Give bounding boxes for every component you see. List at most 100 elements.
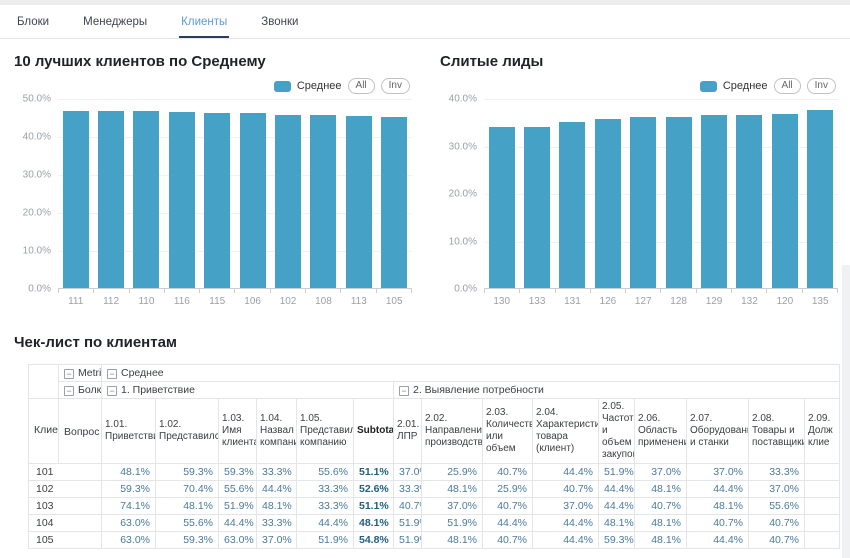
x-tick (375, 289, 377, 293)
gridline (484, 99, 838, 100)
value-cell: 74.1% (101, 497, 156, 515)
value-cell: 44.4% (686, 480, 749, 498)
y-axis: 0.0% 10.0% 20.0% 30.0% 40.0% 50.0% (12, 94, 58, 295)
value-cell: 54.8% (353, 531, 394, 549)
x-axis-labels: 130 133 131 126 127 128 129 132 120 135 (484, 296, 838, 307)
bar-108[interactable] (310, 115, 337, 288)
gridline (58, 251, 412, 252)
gridline (484, 241, 838, 243)
value-cell: 55.6% (218, 480, 257, 498)
x-category-label: 127 (634, 296, 652, 307)
collapse-icon[interactable]: − (107, 386, 117, 396)
value-cell: 25.9% (421, 463, 483, 481)
question-header-12: 2.06. Область применения (634, 398, 687, 464)
table-row-client-101: 10148.1%59.3%59.3%33.3%55.6%51.1%37.0%25… (28, 463, 841, 481)
value-cell: 40.7% (686, 514, 749, 532)
collapse-icon[interactable]: − (64, 369, 74, 379)
y-tick-label: 10.0% (448, 236, 477, 247)
value-cell: 33.3% (256, 463, 297, 481)
collapse-icon[interactable]: − (107, 369, 117, 379)
x-tick (519, 289, 521, 293)
y-tick-label: 30.0% (448, 141, 477, 152)
charts-row: 10 лучших клиентов по Среднему Среднее Al… (0, 39, 850, 307)
bars-group (58, 99, 412, 288)
value-cell: 51.9% (598, 463, 635, 481)
question-header-6: Subtotal (353, 398, 394, 464)
x-category-label: 105 (385, 296, 403, 307)
value-cell: 37.0% (634, 463, 687, 481)
collapse-icon[interactable]: − (399, 386, 409, 396)
bar-102[interactable] (275, 114, 302, 288)
table-row-client-103: 10374.1%48.1%51.9%48.1%33.3%51.1%40.7%37… (28, 497, 841, 515)
bar-112[interactable] (98, 110, 125, 288)
legend-button-inv[interactable]: Inv (806, 78, 836, 94)
legend-button-all[interactable]: All (773, 78, 801, 94)
gridline (58, 175, 412, 176)
bar-126[interactable] (594, 118, 621, 288)
value-cell: 40.7% (634, 497, 687, 515)
gridline (58, 137, 412, 138)
question-header-9: 2.03. Количество или объем (482, 398, 533, 464)
bar-106[interactable] (239, 113, 266, 288)
gridline (58, 213, 412, 214)
x-tick (93, 289, 95, 293)
tab-звонки[interactable]: Звонки (261, 15, 299, 28)
bar-128[interactable] (665, 117, 692, 288)
value-cell: 37.0% (256, 531, 297, 549)
value-cell: 40.7% (748, 514, 805, 532)
y-tick-label: 30.0% (22, 169, 51, 181)
bar-120[interactable] (771, 113, 798, 288)
chart-panel-lost-leads: Слитые лиды Среднее All Inv 0.0% 10.0% 20.0%… (438, 47, 838, 307)
table-section-title: Чек-лист по клиентам (14, 334, 178, 351)
question-header-4: 1.04. Назвал компанию (256, 398, 297, 464)
value-cell: 48.1% (686, 497, 749, 515)
checklist-table: −Metric−Среднее−Болк−1. Приветствие−2. В… (28, 364, 841, 549)
x-category-label: 111 (68, 296, 84, 307)
bar-130[interactable] (488, 127, 515, 288)
value-cell: 63.0% (101, 514, 156, 532)
scrollbar-track[interactable] (842, 265, 850, 558)
bar-135[interactable] (807, 110, 834, 288)
legend-button-inv[interactable]: Inv (380, 78, 410, 94)
question-axis-label: Вопрос (58, 398, 102, 464)
x-category-label: 116 (173, 296, 190, 307)
value-cell: 48.1% (634, 480, 687, 498)
collapse-icon[interactable]: − (64, 386, 74, 396)
metric-label-cell: −Metric (58, 364, 102, 382)
x-axis-ticks (58, 289, 412, 293)
legend-button-all[interactable]: All (347, 78, 375, 94)
bar-131[interactable] (559, 121, 586, 288)
value-cell: 44.4% (532, 531, 599, 549)
legend-swatch (273, 80, 291, 92)
value-cell: 37.0% (393, 463, 422, 481)
value-cell: 37.0% (686, 463, 749, 481)
block-group-cell-2: −2. Выявление потребности (392, 381, 841, 399)
legend-series-label: Среднее (722, 80, 768, 92)
tab-менеджеры[interactable]: Менеджеры (83, 15, 148, 28)
header-row-blocks: − Болк −1. Приветствие −2. Выявление потреб… (29, 381, 841, 399)
bar-116[interactable] (168, 111, 195, 288)
tab-блоки[interactable]: Блоки (17, 15, 50, 28)
x-tick (58, 289, 59, 293)
chart-body: 0.0% 10.0% 20.0% 30.0% 40.0% 50.0% 111 112 110 1… (12, 94, 412, 307)
bar-129[interactable] (701, 115, 728, 288)
bar-111[interactable] (62, 110, 89, 288)
bar-110[interactable] (133, 111, 160, 288)
question-header-2: 1.02. Представился (155, 398, 219, 464)
tab-клиенты[interactable]: Клиенты (179, 5, 230, 38)
value-cell: 44.4% (256, 480, 297, 498)
x-axis-ticks (484, 289, 838, 293)
value-cell: 70.4% (155, 480, 219, 498)
value-cell (803, 480, 841, 498)
bar-127[interactable] (630, 117, 657, 288)
value-cell: 40.7% (532, 480, 599, 498)
bar-132[interactable] (736, 115, 763, 288)
bar-113[interactable] (345, 115, 372, 288)
value-cell: 48.1% (598, 514, 635, 532)
metric-value-cell: − Среднее (100, 364, 841, 382)
bar-115[interactable] (204, 112, 231, 288)
bar-133[interactable] (524, 127, 551, 288)
bar-105[interactable] (381, 117, 408, 288)
y-tick-label: 0.0% (28, 283, 51, 295)
x-tick (625, 289, 627, 293)
